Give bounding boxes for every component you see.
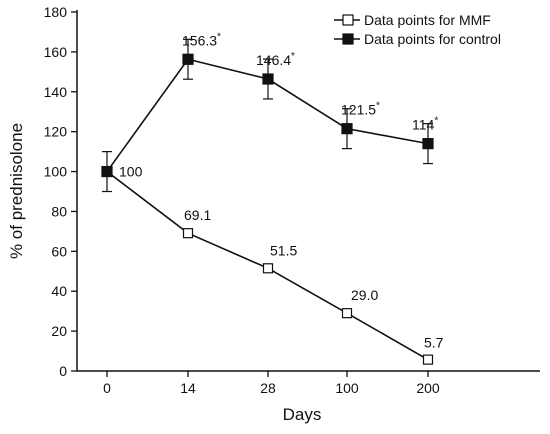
data-label: 121.5* — [341, 101, 380, 118]
series-control: 156.3* 146.4* 121.5* 114* — [101, 31, 438, 193]
data-label: 100 — [119, 164, 143, 180]
data-label: 156.3* — [182, 31, 221, 48]
data-label: 69.1 — [184, 207, 211, 223]
x-tick-label: 14 — [180, 380, 196, 396]
legend-label: Data points for MMF — [364, 12, 491, 28]
significance-marker: * — [217, 31, 221, 42]
data-label: 146.4* — [256, 51, 295, 68]
significance-marker: * — [291, 51, 295, 62]
x-tick-label: 200 — [416, 380, 440, 396]
data-point — [422, 138, 434, 150]
data-label: 5.7 — [424, 335, 444, 351]
x-tick-label: 100 — [335, 380, 359, 396]
legend-marker — [342, 33, 354, 45]
y-tick-label: 160 — [44, 44, 68, 60]
y-tick-label: 140 — [44, 84, 68, 100]
y-tick-label: 60 — [51, 243, 67, 259]
legend-label: Data points for control — [364, 31, 501, 47]
y-tick-label: 0 — [59, 363, 67, 379]
data-point — [101, 165, 113, 178]
data-point — [262, 73, 274, 85]
series-layer: 100 69.1 51.5 29.0 5.7 156.3* 146.4* 121.5* 114* — [101, 31, 444, 365]
data-label: 29.0 — [351, 287, 378, 303]
significance-marker: * — [434, 116, 438, 127]
x-tick-label: 0 — [103, 380, 111, 396]
y-tick-label: 120 — [44, 124, 68, 140]
y-axis-title: % of prednisolone — [7, 123, 26, 259]
series-mmf: 100 69.1 51.5 29.0 5.7 — [101, 164, 444, 365]
significance-marker: * — [376, 101, 380, 112]
data-point — [262, 263, 274, 274]
y-tick-label: 20 — [51, 323, 67, 339]
data-label: 114* — [412, 116, 438, 133]
data-point — [341, 308, 353, 319]
data-point — [341, 123, 353, 135]
x-tick-label: 28 — [260, 380, 276, 396]
data-point — [182, 53, 194, 65]
y-tick-label: 180 — [44, 4, 68, 20]
x-axis-title: Days — [283, 405, 322, 424]
y-tick-label: 40 — [51, 283, 67, 299]
data-label: 51.5 — [270, 242, 297, 258]
legend-marker — [342, 14, 354, 26]
y-tick-label: 80 — [51, 203, 67, 219]
data-point — [422, 354, 434, 365]
y-tick-label: 100 — [44, 164, 68, 180]
axes: 0 20 40 60 80 100 120 140 160 180 0 14 28 100 200 — [44, 4, 540, 396]
legend: Data points for MMF Data points for contr… — [334, 12, 501, 47]
data-point — [182, 228, 194, 239]
